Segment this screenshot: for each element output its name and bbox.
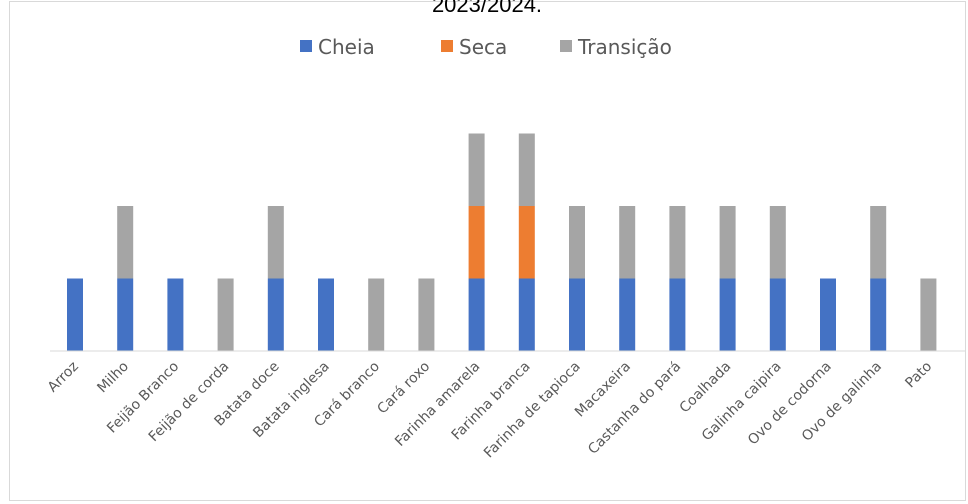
bar-cheia-farinha-branca (518, 278, 535, 351)
bar-transicao-macaxeira (619, 206, 636, 279)
x-tick-label-farinha-amarela: Farinha amarela (392, 359, 483, 450)
x-tick-label-farinha-de-tapioca: Farinha de tapioca (481, 359, 584, 462)
bar-seca-farinha-branca (518, 206, 535, 279)
bar-transicao-ovo-de-galinha (870, 206, 887, 279)
bar-cheia-galinha-caipira (769, 278, 786, 351)
bar-transicao-coalhada (719, 206, 736, 279)
bar-cheia-ovo-de-galinha (870, 278, 887, 351)
legend: Cheia Seca Transição (300, 35, 672, 59)
chart-frame (9, 1, 966, 501)
bar-cheia-farinha-amarela (468, 278, 485, 351)
bar-transicao-galinha-caipira (769, 206, 786, 279)
bar-transicao-farinha-amarela (468, 133, 485, 206)
legend-swatch-transicao (560, 40, 572, 52)
bar-transicao-pato (920, 278, 937, 351)
x-tick-label-milho: Milho (94, 359, 132, 397)
bar-transicao-cara-branco (368, 278, 385, 351)
chart-title: 2023/2024. (432, 0, 542, 17)
bar-cheia-batata-inglesa (318, 278, 334, 351)
bar-cheia-milho (117, 278, 134, 351)
x-tick-label-arroz: Arroz (45, 359, 82, 396)
x-tick-label-castanha-do-para: Castanha do pará (585, 359, 684, 458)
legend-swatch-cheia (300, 40, 312, 52)
bar-transicao-farinha-branca (518, 133, 535, 206)
legend-label-seca: Seca (459, 35, 507, 59)
legend-label-transicao: Transição (577, 35, 672, 59)
bar-cheia-batata-doce (267, 278, 284, 351)
legend-label-cheia: Cheia (318, 35, 375, 59)
bars-group (67, 133, 937, 351)
bar-cheia-arroz (67, 278, 83, 351)
bar-cheia-castanha-do-para (669, 278, 686, 351)
bar-transicao-castanha-do-para (669, 206, 686, 279)
bar-transicao-farinha-de-tapioca (569, 206, 585, 279)
bar-seca-farinha-amarela (468, 206, 485, 279)
bar-cheia-ovo-de-codorna (820, 278, 836, 351)
x-tick-label-pato: Pato (902, 359, 935, 392)
bar-cheia-macaxeira (619, 278, 636, 351)
legend-swatch-seca (441, 40, 453, 52)
bar-transicao-cara-roxo (418, 278, 435, 351)
bar-cheia-feijao-branco (167, 278, 184, 351)
bar-transicao-milho (117, 206, 134, 279)
bar-transicao-feijao-de-corda (217, 278, 234, 351)
bar-transicao-batata-doce (267, 206, 284, 279)
bar-cheia-coalhada (719, 278, 736, 351)
bar-cheia-farinha-de-tapioca (569, 278, 585, 351)
